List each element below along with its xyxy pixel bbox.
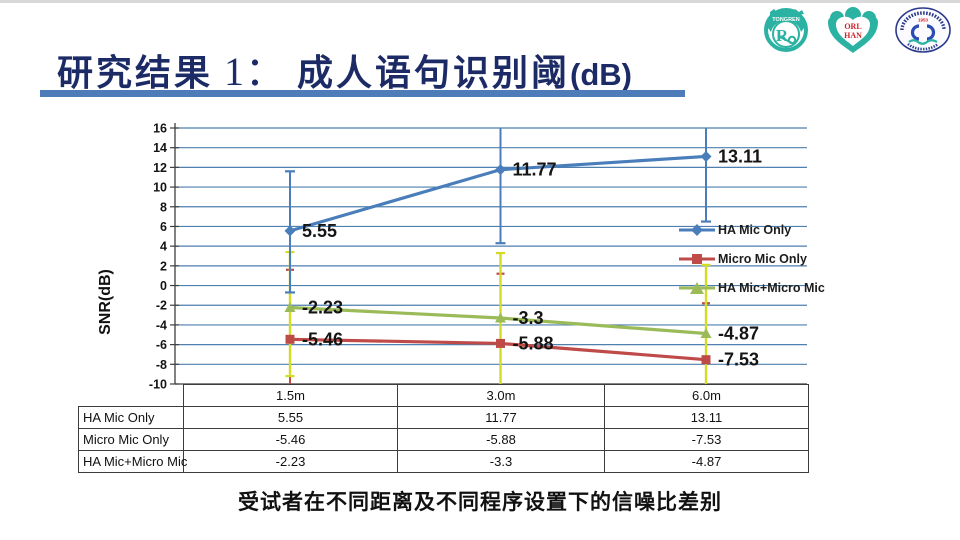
title-zh1: 研究结果 bbox=[57, 52, 214, 93]
table-cell: -4.87 bbox=[604, 450, 809, 473]
table-cell: -3.3 bbox=[397, 450, 605, 473]
diamond-marker bbox=[495, 164, 506, 176]
y-tick-label: 8 bbox=[160, 200, 167, 214]
table-corner-blank bbox=[79, 385, 184, 407]
y-tick-label: -8 bbox=[156, 358, 167, 372]
column-header: 1.5m bbox=[183, 384, 398, 407]
hospital-badge-logo-icon: 1953 bbox=[895, 7, 951, 53]
legend-marker-icon bbox=[679, 224, 715, 236]
diamond-marker bbox=[700, 150, 712, 162]
y-tick-label: -4 bbox=[156, 318, 167, 332]
data-label: -7.53 bbox=[718, 350, 759, 370]
table-cell: 11.77 bbox=[397, 406, 605, 429]
legend-label: Micro Mic Only bbox=[718, 252, 807, 266]
y-tick-label: 0 bbox=[160, 279, 167, 293]
title-number: 1： bbox=[213, 49, 298, 94]
table-row: Micro Mic Only -5.46 -5.88 -7.53 bbox=[78, 428, 809, 451]
table-cell: 13.11 bbox=[604, 406, 809, 429]
triangle-marker bbox=[700, 327, 712, 338]
chart-legend: HA Mic Only Micro Mic Only HA Mic+Micro Mi… bbox=[678, 219, 825, 306]
table-cell: -5.46 bbox=[183, 428, 398, 451]
square-marker bbox=[701, 355, 711, 365]
table-cell: -5.88 bbox=[397, 428, 605, 451]
square-marker bbox=[496, 338, 505, 348]
title-underline bbox=[40, 90, 685, 97]
legend-label: HA Mic Only bbox=[718, 223, 792, 237]
legend-item: HA Mic+Micro Mic bbox=[678, 277, 825, 299]
y-axis-title: SNR(dB) bbox=[97, 269, 114, 335]
data-label: -5.88 bbox=[513, 333, 554, 353]
svg-text:1953: 1953 bbox=[918, 18, 929, 23]
data-label: -2.23 bbox=[302, 297, 343, 317]
svg-text:TONGREN: TONGREN bbox=[772, 17, 799, 23]
orl-han-logo-icon: ORL HAN bbox=[828, 7, 878, 54]
table-row: HA Mic Only 5.55 11.77 13.11 bbox=[78, 406, 809, 429]
snr-line-chart: 16 14 12 10 8 6 4 2 0 -2 -4 -6 -8 -10 5.55 11.77 13.11 -5… bbox=[149, 122, 807, 392]
data-label: -4.87 bbox=[718, 323, 759, 343]
data-label: -3.3 bbox=[513, 308, 544, 328]
diamond-marker bbox=[284, 225, 296, 237]
column-header: 3.0m bbox=[397, 384, 605, 407]
y-tick-label: -10 bbox=[149, 378, 167, 392]
table-header-row: 1.5m 3.0m 6.0m bbox=[79, 384, 809, 407]
title-zh2: 成人语句识别阈 bbox=[297, 52, 571, 93]
caption: 受试者在不同距离及不同程序设置下的信噪比差别 bbox=[238, 491, 722, 514]
y-tick-label: 10 bbox=[153, 181, 167, 195]
triangle-marker bbox=[284, 301, 296, 312]
row-label: Micro Mic Only bbox=[78, 428, 184, 451]
svg-text:ORL: ORL bbox=[844, 22, 861, 31]
legend-item: Micro Mic Only bbox=[678, 248, 825, 270]
data-label: -5.46 bbox=[302, 329, 343, 349]
tongren-logo-icon: TONGREN R bbox=[764, 8, 808, 52]
table-row: HA Mic+Micro Mic -2.23 -3.3 -4.87 bbox=[78, 450, 809, 473]
y-tick-label: -2 bbox=[156, 299, 167, 313]
y-tick-label: 4 bbox=[160, 240, 167, 254]
data-label: 13.11 bbox=[718, 146, 762, 166]
page-title: 研究结果 1： 成人语句识别阈(dB) bbox=[57, 39, 632, 97]
svg-text:HAN: HAN bbox=[844, 31, 862, 40]
legend-marker-icon bbox=[679, 282, 715, 294]
row-label: HA Mic+Micro Mic bbox=[78, 450, 187, 473]
table-cell: 5.55 bbox=[183, 406, 398, 429]
data-label: 5.55 bbox=[302, 221, 337, 241]
y-tick-label: 14 bbox=[153, 141, 167, 155]
data-label: 11.77 bbox=[513, 160, 557, 180]
title-unit: (dB) bbox=[570, 57, 633, 92]
column-header: 6.0m bbox=[604, 384, 809, 407]
table-cell: -7.53 bbox=[604, 428, 809, 451]
table-cell: -2.23 bbox=[183, 450, 398, 473]
y-tick-label: 16 bbox=[153, 122, 167, 136]
y-tick-label: 6 bbox=[160, 220, 167, 234]
y-tick-label: 12 bbox=[153, 161, 167, 175]
legend-label: HA Mic+Micro Mic bbox=[718, 281, 825, 295]
logo-strip: TONGREN R ORL HAN 1953 bbox=[748, 6, 952, 54]
y-tick-label: 2 bbox=[160, 259, 167, 273]
square-marker bbox=[285, 334, 295, 344]
triangle-marker bbox=[495, 312, 506, 323]
legend-item: HA Mic Only bbox=[678, 219, 825, 241]
y-tick-label: -6 bbox=[156, 338, 167, 352]
legend-marker-icon bbox=[679, 254, 715, 264]
row-label: HA Mic Only bbox=[78, 406, 184, 429]
data-table: 1.5m 3.0m 6.0m HA Mic Only 5.55 11.77 13.11 Mic… bbox=[78, 384, 809, 473]
